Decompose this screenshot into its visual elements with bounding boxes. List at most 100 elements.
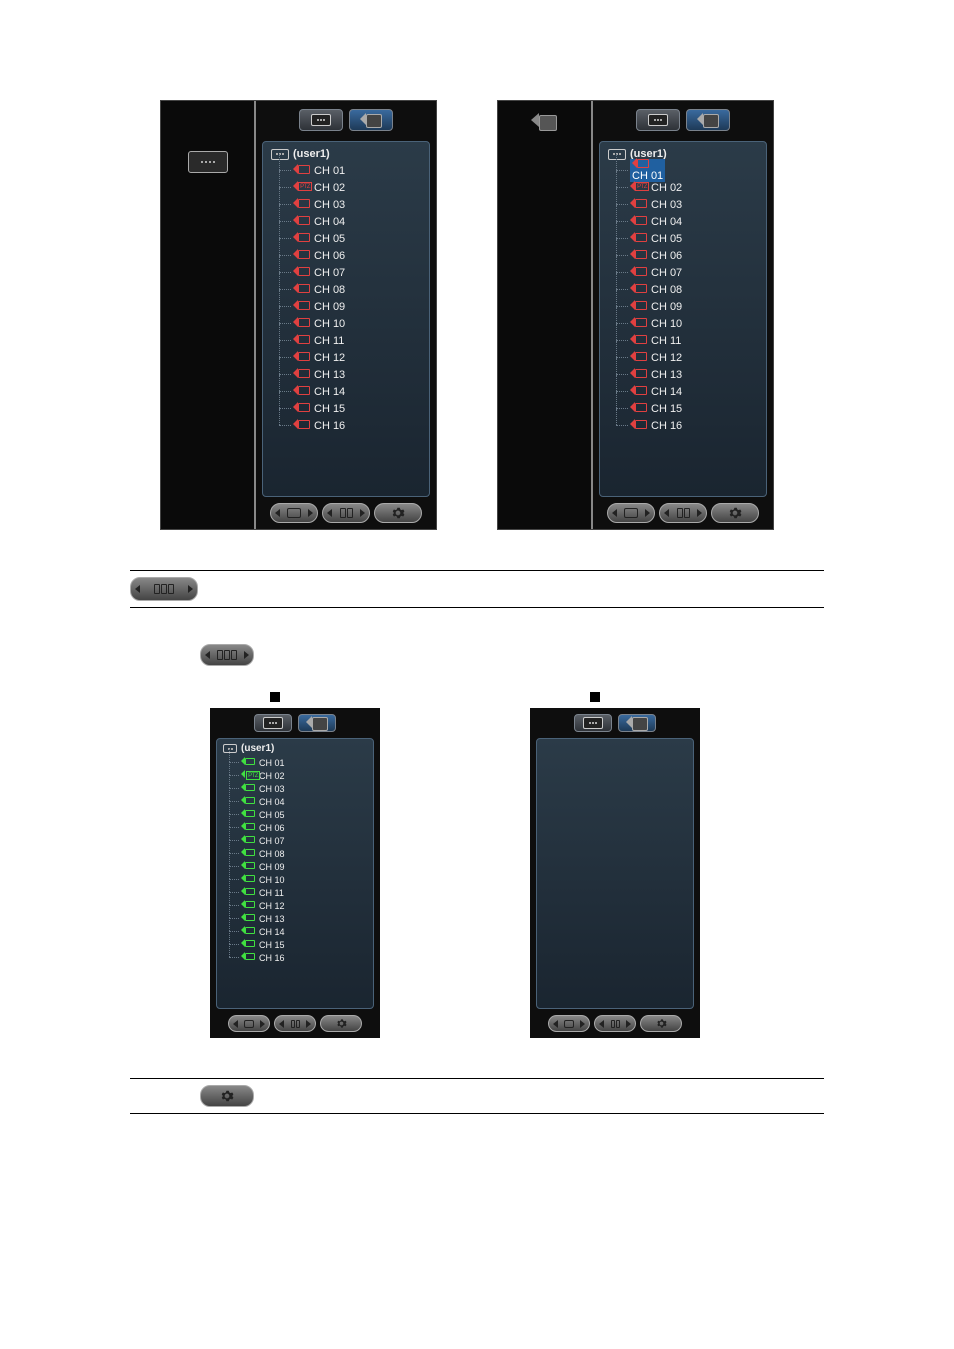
channel-row[interactable]: CH 07 bbox=[608, 264, 760, 281]
tab-device[interactable] bbox=[254, 714, 292, 732]
tab-device[interactable] bbox=[574, 714, 612, 732]
next-button[interactable] bbox=[274, 1015, 316, 1032]
camera-icon bbox=[293, 165, 311, 176]
camera-icon bbox=[630, 199, 648, 210]
settings-button[interactable] bbox=[320, 1015, 362, 1032]
channel-row[interactable]: CH 12 bbox=[608, 349, 760, 366]
channel-label: CH 09 bbox=[314, 301, 345, 313]
settings-button[interactable] bbox=[640, 1015, 682, 1032]
camera-icon bbox=[241, 927, 256, 936]
channel-row[interactable]: CH 06 bbox=[608, 247, 760, 264]
channel-row[interactable]: CH 11 bbox=[608, 332, 760, 349]
channel-row[interactable]: CH 09 bbox=[608, 298, 760, 315]
channel-label: CH 02 bbox=[314, 182, 345, 194]
device-icon[interactable] bbox=[188, 151, 228, 173]
next-button[interactable] bbox=[322, 503, 370, 523]
channel-row[interactable]: CH 05 bbox=[223, 808, 369, 821]
channel-row[interactable]: CH 03 bbox=[223, 782, 369, 795]
channel-row[interactable]: CH 03 bbox=[608, 196, 760, 213]
tab-camera[interactable] bbox=[686, 109, 730, 131]
channel-row[interactable]: CH 06 bbox=[271, 247, 423, 264]
channel-row[interactable]: PTZCH 02 bbox=[608, 179, 760, 196]
bottom-buttons-1 bbox=[599, 503, 767, 523]
channel-row[interactable]: PTZCH 02 bbox=[223, 769, 369, 782]
next-button[interactable] bbox=[659, 503, 707, 523]
settings-button[interactable] bbox=[374, 503, 422, 523]
channel-row[interactable]: CH 09 bbox=[223, 860, 369, 873]
channel-row[interactable]: CH 07 bbox=[223, 834, 369, 847]
channel-row[interactable]: CH 16 bbox=[223, 951, 369, 964]
camera-icon bbox=[630, 284, 648, 295]
camera-icon bbox=[630, 267, 648, 278]
prev-button[interactable] bbox=[270, 503, 318, 523]
tab-camera[interactable] bbox=[349, 109, 393, 131]
panel-bottom-1 bbox=[530, 708, 700, 1038]
prev-button[interactable] bbox=[228, 1015, 270, 1032]
standalone-pill-1[interactable] bbox=[130, 577, 198, 601]
channel-row[interactable]: CH 13 bbox=[608, 366, 760, 383]
channel-row[interactable]: CH 05 bbox=[271, 230, 423, 247]
channel-row[interactable]: CH 10 bbox=[223, 873, 369, 886]
channel-row[interactable]: CH 04 bbox=[271, 213, 423, 230]
ptz-camera-icon: PTZ bbox=[293, 182, 311, 193]
channel-row[interactable]: CH 04 bbox=[223, 795, 369, 808]
channel-row[interactable]: CH 15 bbox=[271, 400, 423, 417]
channel-row[interactable]: CH 09 bbox=[271, 298, 423, 315]
channel-label: CH 14 bbox=[259, 927, 285, 937]
root-node-b0[interactable]: (user1) bbox=[223, 743, 369, 754]
channel-row[interactable]: CH 01 bbox=[271, 162, 423, 179]
channel-row[interactable]: CH 07 bbox=[271, 264, 423, 281]
channel-row[interactable]: CH 04 bbox=[608, 213, 760, 230]
tab-camera[interactable] bbox=[618, 714, 656, 732]
prev-button[interactable] bbox=[607, 503, 655, 523]
channel-row[interactable]: CH 08 bbox=[271, 281, 423, 298]
channel-row[interactable]: CH 11 bbox=[271, 332, 423, 349]
channel-row[interactable]: CH 10 bbox=[271, 315, 423, 332]
ptz-camera-icon: PTZ bbox=[630, 182, 648, 193]
channel-row[interactable]: PTZCH 02 bbox=[271, 179, 423, 196]
camera-icon bbox=[293, 420, 311, 431]
channel-row[interactable]: CH 14 bbox=[271, 383, 423, 400]
camera-icon bbox=[241, 888, 256, 897]
channel-label: CH 13 bbox=[651, 369, 682, 381]
channel-row[interactable]: CH 06 bbox=[223, 821, 369, 834]
channel-row[interactable]: CH 12 bbox=[223, 899, 369, 912]
channel-row[interactable]: CH 16 bbox=[608, 417, 760, 434]
channel-row[interactable]: CH 08 bbox=[223, 847, 369, 860]
channel-row[interactable]: CH 14 bbox=[223, 925, 369, 938]
channel-row[interactable]: CH 15 bbox=[223, 938, 369, 951]
camera-icon bbox=[630, 318, 648, 329]
channel-row[interactable]: CH 10 bbox=[608, 315, 760, 332]
settings-button[interactable] bbox=[711, 503, 759, 523]
tab-device[interactable] bbox=[299, 109, 343, 131]
channel-row[interactable]: CH 12 bbox=[271, 349, 423, 366]
channel-row[interactable]: CH 13 bbox=[271, 366, 423, 383]
tab-camera[interactable] bbox=[298, 714, 336, 732]
channel-row[interactable]: CH 16 bbox=[271, 417, 423, 434]
channel-row[interactable]: CH 13 bbox=[223, 912, 369, 925]
camera-icon[interactable] bbox=[531, 111, 559, 135]
channel-row[interactable]: CH 11 bbox=[223, 886, 369, 899]
tabs-b1 bbox=[536, 714, 694, 732]
tab-device[interactable] bbox=[636, 109, 680, 131]
standalone-pill-2[interactable] bbox=[200, 644, 254, 666]
standalone-pill-3[interactable] bbox=[200, 1085, 254, 1107]
channel-label: CH 09 bbox=[259, 862, 285, 872]
channel-row[interactable]: CH 05 bbox=[608, 230, 760, 247]
channel-row[interactable]: CH 14 bbox=[608, 383, 760, 400]
channel-row[interactable]: CH 03 bbox=[271, 196, 423, 213]
root-node-0[interactable]: (user1) bbox=[271, 148, 423, 160]
text-row-1 bbox=[130, 570, 824, 608]
camera-icon bbox=[632, 159, 650, 170]
camera-icon bbox=[630, 403, 648, 414]
channel-row[interactable]: CH 08 bbox=[608, 281, 760, 298]
next-button[interactable] bbox=[594, 1015, 636, 1032]
channel-row[interactable]: CH 01 bbox=[608, 162, 760, 179]
channel-row[interactable]: CH 01 bbox=[223, 756, 369, 769]
caption-bullet-1 bbox=[590, 692, 600, 702]
prev-button[interactable] bbox=[548, 1015, 590, 1032]
channel-label: CH 11 bbox=[259, 888, 284, 898]
channel-row[interactable]: CH 15 bbox=[608, 400, 760, 417]
panel-top-0: (user1) CH 01PTZCH 02CH 03CH 04CH 05CH 0… bbox=[160, 100, 437, 530]
tree-1: (user1) CH 01PTZCH 02CH 03CH 04CH 05CH 0… bbox=[599, 141, 767, 497]
